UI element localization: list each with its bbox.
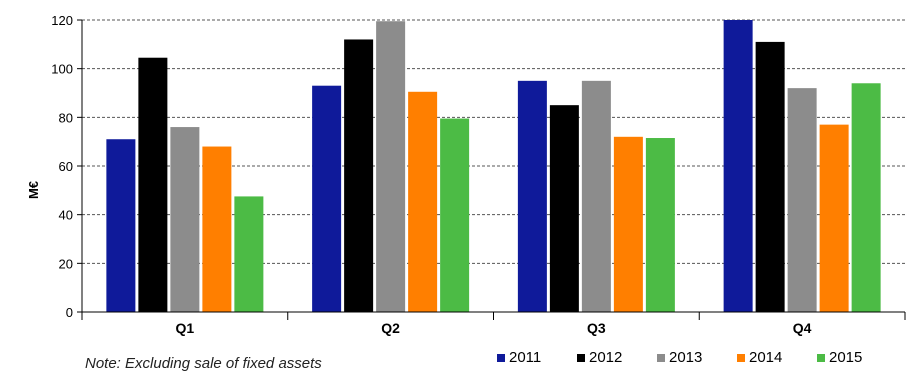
- bar-2015-Q2: [440, 118, 470, 312]
- x-category-label: Q1: [176, 320, 195, 336]
- bar-2011-Q3: [517, 80, 547, 312]
- axes: [77, 19, 906, 320]
- legend-swatch-2015: [817, 354, 825, 362]
- legend-label-2013: 2013: [669, 349, 702, 366]
- x-category-label: Q3: [587, 320, 606, 336]
- bar-2012-Q1: [138, 57, 168, 312]
- bar-2015-Q4: [851, 83, 881, 313]
- x-category-label: Q2: [381, 320, 400, 336]
- bar-2013-Q4: [787, 88, 817, 312]
- bar-2012-Q4: [755, 41, 785, 313]
- bar-2014-Q4: [819, 124, 849, 312]
- x-category-labels: Q1 Q2 Q3 Q4: [176, 320, 812, 336]
- y-axis-title: M€: [26, 181, 41, 199]
- legend-swatch-2011: [497, 354, 505, 362]
- bar-2012-Q2: [344, 39, 374, 312]
- legend-swatch-2014: [737, 354, 745, 362]
- bar-2011-Q2: [312, 85, 342, 312]
- bar-2011-Q1: [106, 139, 136, 312]
- legend-label-2011: 2011: [509, 349, 541, 366]
- footnote: Note: Excluding sale of fixed assets: [85, 355, 322, 372]
- bar-2013-Q2: [376, 21, 406, 312]
- legend: 2011 2012 2013 2014 2015: [497, 349, 862, 366]
- bar-2015-Q3: [645, 138, 675, 312]
- bar-2015-Q1: [234, 196, 264, 312]
- y-tick-label: 20: [59, 256, 73, 271]
- legend-label-2015: 2015: [829, 349, 862, 366]
- bar-2013-Q3: [581, 80, 611, 312]
- bars: [106, 20, 881, 313]
- y-tick-label: 120: [51, 13, 73, 28]
- y-tick-label: 80: [59, 110, 73, 125]
- x-category-label: Q4: [793, 320, 812, 336]
- y-tick-labels: 0 20 40 60 80 100 120: [51, 13, 73, 320]
- bar-2011-Q4: [723, 20, 753, 312]
- y-tick-label: 100: [51, 62, 73, 77]
- legend-swatch-2013: [657, 354, 665, 362]
- bar-2012-Q3: [549, 105, 579, 313]
- y-tick-label: 40: [59, 208, 73, 223]
- bar-2014-Q2: [408, 91, 438, 313]
- y-tick-label: 60: [59, 159, 73, 174]
- bar-2013-Q1: [170, 127, 200, 312]
- legend-label-2014: 2014: [749, 349, 782, 366]
- y-tick-label: 0: [66, 305, 73, 320]
- bar-2014-Q3: [613, 136, 643, 312]
- legend-swatch-2012: [577, 354, 585, 362]
- bar-2014-Q1: [202, 146, 232, 312]
- legend-label-2012: 2012: [589, 349, 622, 366]
